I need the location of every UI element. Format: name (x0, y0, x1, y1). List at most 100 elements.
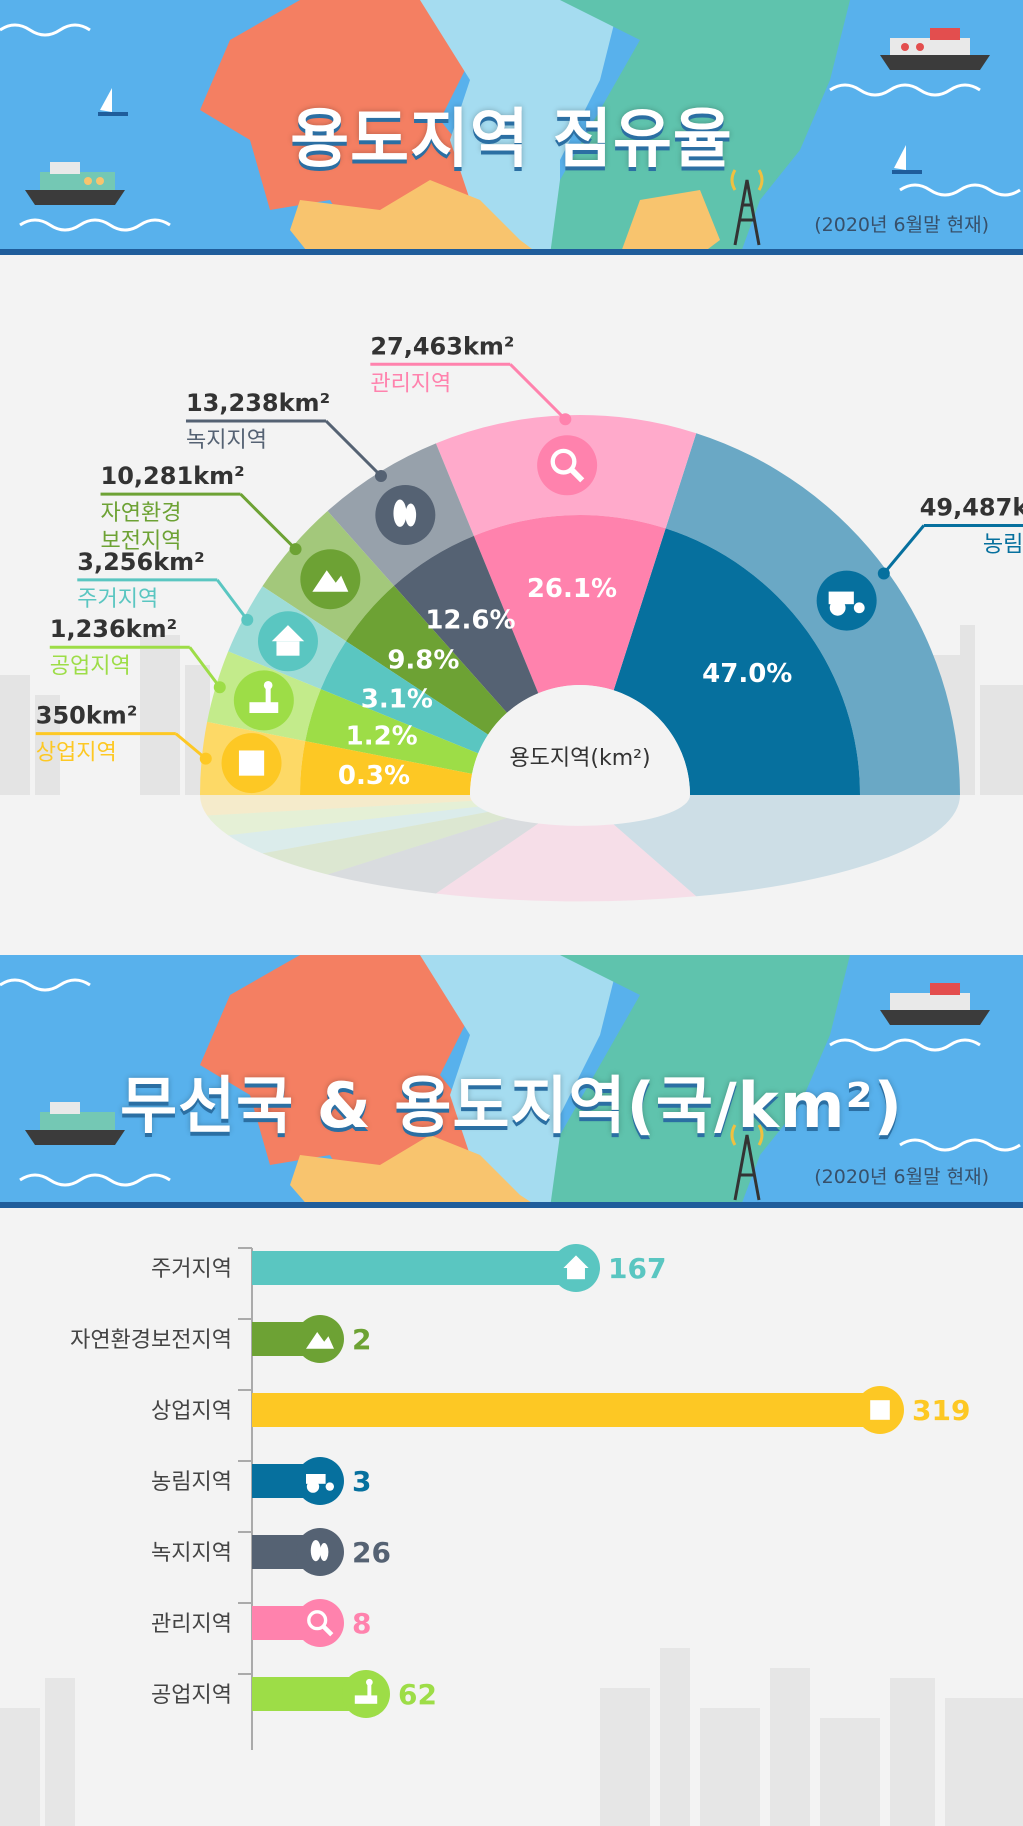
half-donut-chart: 47.0% 26.1% 12.6% 9.8% 3.1% 1.2% 0.3% 49,487km… (0, 332, 1023, 902)
building-icon (221, 733, 282, 794)
bar-row: 녹지지역 26 (151, 1528, 391, 1576)
callout-area-tree: 13,238km² (186, 389, 330, 417)
callout-magnifier: 27,463km² 관리지역 (370, 332, 572, 426)
callout-name-tractor: 농림지역 (983, 532, 1023, 557)
slice-reflection-magnifier (435, 823, 697, 902)
callout-area-mountain: 10,281km² (101, 462, 245, 490)
callout-name-tree: 녹지지역 (186, 428, 267, 453)
category-label: 녹지지역 (151, 1541, 232, 1566)
slice-reflection-building (200, 795, 473, 816)
category-label: 상업지역 (151, 1399, 232, 1424)
callout-factory: 1,236km² 공업지역 (49, 615, 226, 694)
tractor-icon (816, 570, 877, 631)
pct-label-tractor: 47.0% (702, 659, 792, 689)
callout-name-mountain: 자연환경 (101, 501, 182, 526)
bar (252, 1393, 890, 1427)
value-label: 62 (398, 1678, 437, 1711)
city-skyline (0, 1648, 1023, 1826)
callout-tree: 13,238km² 녹지지역 (185, 389, 387, 482)
ship-icon (25, 162, 125, 205)
center-label: 용도지역(km²) (509, 746, 650, 771)
building-icon (856, 1386, 904, 1434)
slice-reflection-house (228, 806, 489, 854)
header-banner: 용도지역 점유율 (2020년 6월말 현재) (0, 0, 1023, 255)
divider (0, 249, 1023, 255)
pct-label-mountain: 9.8% (387, 646, 459, 676)
category-label: 자연환경보전지역 (70, 1328, 232, 1353)
pct-label-magnifier: 26.1% (527, 574, 617, 604)
callout-area-magnifier: 27,463km² (370, 332, 514, 360)
slice-magnifier (473, 515, 666, 694)
house-icon (552, 1244, 600, 1292)
date-note: (2020년 6월말 현재) (814, 1166, 989, 1188)
callout-name-mountain: 보전지역 (101, 529, 182, 554)
factory-icon (233, 670, 294, 731)
date-note: (2020년 6월말 현재) (814, 214, 989, 236)
category-label: 농림지역 (151, 1470, 232, 1495)
slice-reflection-mountain (262, 811, 507, 875)
slice-factory (305, 689, 479, 774)
value-label: 2 (352, 1323, 371, 1356)
divider (0, 1202, 1023, 1208)
zone-share-chart: 47.0% 26.1% 12.6% 9.8% 3.1% 1.2% 0.3% 49,487km… (0, 255, 1023, 955)
house-icon (257, 611, 318, 672)
callout-name-building: 상업지역 (36, 741, 117, 766)
page-title: 용도지역 점유율 (290, 103, 733, 177)
value-label: 26 (352, 1536, 391, 1569)
slice-reflection-tractor (613, 795, 960, 897)
pct-label-building: 0.3% (338, 761, 410, 791)
ship-icon (880, 983, 990, 1025)
ship-icon (25, 1102, 125, 1145)
callout-name-factory: 공업지역 (50, 654, 131, 679)
radio-tower-icon (730, 169, 764, 246)
callout-mountain: 10,281km² 자연환경보전지역 (100, 462, 302, 556)
sailboat-icon (892, 145, 922, 174)
value-label: 319 (912, 1394, 970, 1427)
slice-outer-tractor (665, 433, 960, 795)
bar-row: 주거지역 167 (151, 1244, 666, 1292)
pct-label-tree: 12.6% (425, 605, 515, 635)
mountain-icon (300, 549, 361, 610)
pct-label-factory: 1.2% (346, 722, 418, 752)
callout-area-factory: 1,236km² (50, 615, 177, 643)
bar-chart: 주거지역 167 자연환경보전지역 2 상업지역 319 농림지역 3 녹지지역 26 관리지역 8 공… (0, 1244, 1023, 1826)
radio-tower-icon (730, 1124, 764, 1201)
slice-mountain (346, 585, 507, 735)
category-label: 주거지역 (151, 1257, 232, 1282)
factory-icon (342, 1670, 390, 1718)
bar-row: 상업지역 319 (151, 1386, 970, 1434)
value-label: 167 (608, 1252, 666, 1285)
section-title: 무선국 & 용도지역(국/km²) (120, 1069, 903, 1142)
callout-name-house: 주거지역 (77, 587, 158, 612)
bar-row: 농림지역 3 (151, 1457, 371, 1505)
callout-area-building: 350km² (36, 702, 138, 730)
slice-building (300, 741, 473, 795)
bar-row: 공업지역 62 (151, 1670, 437, 1718)
tree-icon (296, 1528, 344, 1576)
value-label: 8 (352, 1607, 371, 1640)
slice-reflection-tree (327, 818, 539, 894)
callout-name-magnifier: 관리지역 (370, 371, 451, 396)
header-banner-2: 무선국 & 용도지역(국/km²) (2020년 6월말 현재) (0, 955, 1023, 1208)
slice-tractor (613, 528, 860, 795)
station-density-chart: 주거지역 167 자연환경보전지역 2 상업지역 319 농림지역 3 녹지지역 26 관리지역 8 공… (0, 1208, 1023, 1826)
category-label: 관리지역 (151, 1612, 232, 1637)
slice-house (320, 641, 489, 754)
slice-tree (393, 535, 539, 713)
slice-reflection-factory (207, 800, 479, 836)
tractor-icon (296, 1457, 344, 1505)
value-label: 3 (352, 1465, 371, 1498)
callout-area-tractor: 49,487km² (920, 493, 1023, 521)
bar-row: 관리지역 8 (151, 1599, 371, 1647)
category-label: 공업지역 (151, 1683, 232, 1708)
callout-house: 3,256km² 주거지역 (77, 548, 254, 626)
magnifier-icon (296, 1599, 344, 1647)
callout-area-house: 3,256km² (77, 548, 204, 576)
bar (252, 1251, 586, 1285)
pct-label-house: 3.1% (361, 685, 433, 715)
sailboat-icon (98, 88, 128, 116)
bar-row: 자연환경보전지역 2 (70, 1315, 371, 1363)
mountain-icon (296, 1315, 344, 1363)
magnifier-icon (537, 435, 598, 496)
tree-icon (375, 485, 436, 546)
